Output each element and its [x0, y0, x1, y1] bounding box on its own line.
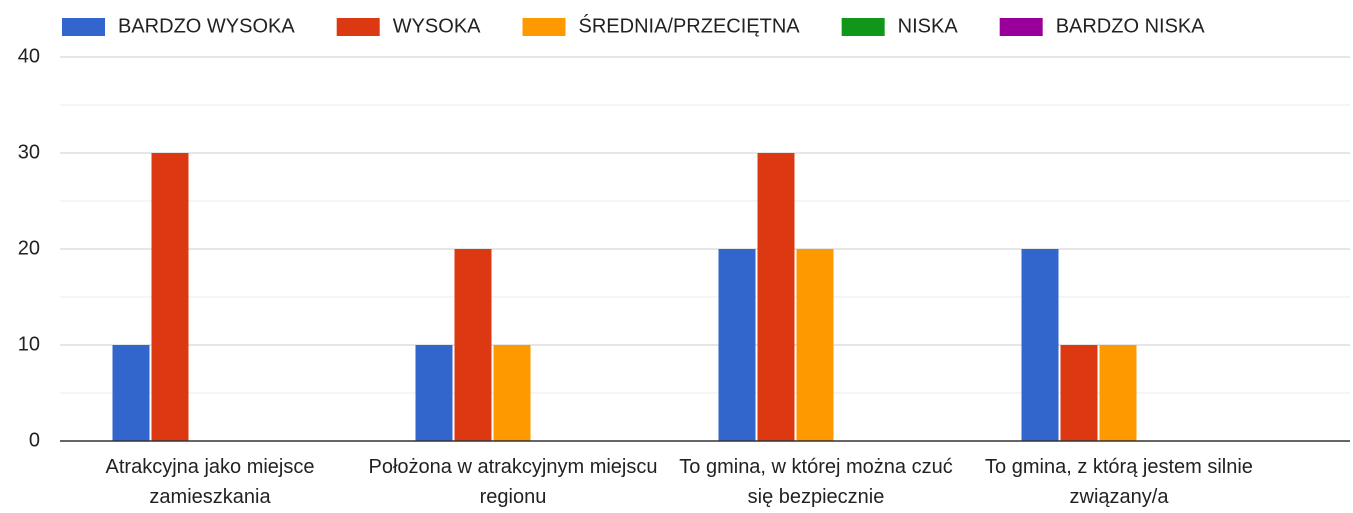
y-tick-label: 30: [18, 141, 40, 163]
legend-label: BARDZO WYSOKA: [118, 15, 295, 37]
bar: [718, 249, 756, 441]
bar: [493, 345, 531, 441]
bar: [151, 153, 189, 441]
bar: [415, 345, 453, 441]
legend-swatch: [999, 18, 1043, 36]
bar: [1060, 345, 1098, 441]
bar: [112, 345, 150, 441]
legend-label: NISKA: [898, 15, 959, 37]
bar: [1099, 345, 1137, 441]
legend-swatch: [522, 18, 566, 36]
bar: [796, 249, 834, 441]
bar: [757, 153, 795, 441]
legend-swatch: [841, 18, 885, 36]
legend-label: WYSOKA: [393, 15, 481, 37]
x-tick-label: Atrakcyjna jako miejsce zamieszkania: [105, 456, 315, 508]
legend-swatch: [336, 18, 380, 36]
y-tick-label: 0: [29, 429, 40, 451]
y-tick-label: 10: [18, 333, 40, 355]
legend-swatch: [62, 18, 105, 36]
legend-label: ŚREDNIA/PRZECIĘTNA: [579, 13, 801, 37]
y-tick-label: 20: [18, 237, 40, 259]
bar: [454, 249, 492, 441]
x-tick-label: To gmina, w której można czuć się bezpie…: [679, 456, 953, 508]
legend-label: BARDZO NISKA: [1056, 15, 1206, 37]
x-tick-label: Położona w atrakcyjnym miejscu regionu: [368, 456, 658, 508]
x-tick-label: To gmina, z którą jestem silnie związany…: [985, 456, 1253, 508]
y-tick-label: 40: [18, 45, 40, 67]
bar: [1021, 249, 1059, 441]
